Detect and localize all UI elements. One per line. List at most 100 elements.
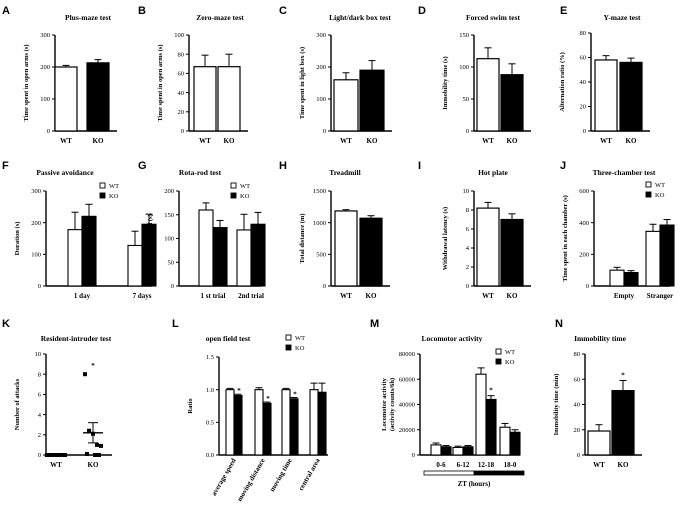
y-tick-label: 0 [181,128,184,135]
y-tick-label: 1.0 [206,387,214,394]
y-tick-label: 8 [38,371,41,378]
bar-wt [225,389,235,456]
legend-swatch-ko [495,358,502,365]
y-axis-label: Latency to fall (s) [147,214,154,263]
data-point [93,453,97,457]
y-tick-label: 200 [40,64,50,71]
y-tick-label: 0.5 [206,420,214,427]
bar-wt [475,373,487,456]
x-category-label: 2nd trial [238,292,264,300]
y-tick-label: 400 [579,220,589,227]
x-category-label: KO [88,461,99,469]
y-tick-label: 0 [47,128,50,135]
x-category-label: 1 day [74,292,91,300]
y-tick-label: 60 [580,55,587,62]
data-point [87,428,91,433]
chart-title: Forced swim test [466,13,521,22]
legend-label: KO [240,193,250,200]
chart-title: Light/dark box test [329,13,391,22]
y-tick-label: 60 [574,376,581,383]
y-axis-label: Locomotor activity(activity counts/6h) [381,377,396,431]
y-tick-label: 1000 [313,220,326,227]
legend-label: WT [655,182,665,189]
bar-wt [430,444,442,456]
significance-mark: * [621,372,625,380]
x-category-label: Stranger [647,292,673,300]
y-tick-label: 100 [459,64,469,71]
x-category-label: KO [366,292,377,300]
legend-swatch-wt [99,182,106,189]
x-category-label: WT [482,137,494,145]
chart-title: Resident-intruder test [41,334,112,343]
y-tick-label: 20 [574,427,581,434]
y-axis-label: Total distance (m) [299,214,306,264]
y-tick-label: 0 [412,452,415,459]
x-category-label: 18-0 [504,461,517,469]
bar-ko [289,398,299,456]
y-tick-label: 60 [178,71,185,78]
y-tick-label: 60000 [399,376,415,383]
light-phase-bar [423,470,475,476]
panel-letter: I [418,160,421,172]
bar-wt [609,269,625,287]
chart-title: Immobility time [574,334,627,343]
bar-ko [462,446,474,456]
y-axis-label: Number of attacks [14,378,21,430]
y-tick-label: 20 [580,104,587,111]
chart-title: Zero-maze test [196,13,244,22]
panel-letter: J [560,160,566,172]
legend-swatch-wt [645,181,652,188]
y-axis-label: Alternation ratio (%) [559,52,566,112]
y-tick-label: 6 [38,392,42,399]
bar-ko [86,62,110,132]
chart-title: Locomotor activity [422,334,483,343]
y-tick-label: 200 [31,220,41,227]
y-tick-label: 0 [577,452,580,459]
bar-wt [198,209,214,287]
panel-letter: D [418,5,426,17]
y-tick-label: 0 [586,283,589,290]
y-tick-label: 8 [466,207,469,214]
panel-n: N Immobility time 0 20 40 60 80 Immobility time… [553,318,642,469]
bar-ko [509,431,521,456]
bar-ko [217,66,241,132]
legend-label: WT [505,349,515,356]
y-tick-label: 100 [164,236,174,243]
panel-b: B Zero-maze test 0 20 40 60 80 100 Time spent in… [138,5,248,145]
y-tick-label: 0 [323,128,326,135]
data-point [95,442,99,447]
y-tick-label: 500 [316,252,326,259]
panel-letter: C [279,5,287,17]
y-tick-label: 0.0 [206,452,214,459]
y-tick-label: 200 [164,188,174,195]
y-tick-label: 80 [574,351,581,358]
panel-letter: L [172,318,179,330]
bar-wt [127,244,143,287]
y-tick-label: 40 [178,90,185,97]
y-axis-label: Withdrawal latency (s) [442,207,449,270]
y-tick-label: 0 [38,283,41,290]
x-category-label: KO [507,137,518,145]
y-axis-label: Time spent in open arms (s) [157,45,164,122]
legend-swatch-ko [99,192,106,199]
y-tick-label: 80 [580,30,587,37]
y-tick-label: 10 [35,351,42,358]
bar-ko [619,61,643,132]
data-point [97,453,101,457]
legend-swatch-ko [645,191,652,198]
chart-title: Hot plate [478,168,508,177]
legend-label: WT [240,183,250,190]
y-tick-label: 100 [31,252,41,259]
panel-d: D Forced swim test 0 50 100 150 Immobility tim… [418,5,531,145]
y-axis-label: Time spent in light box (s) [299,47,306,119]
y-tick-label: 80 [178,51,185,58]
panel-j: J Three-chamber test 0 200 400 600 Time spent … [560,160,675,300]
y-tick-label: 40 [580,79,587,86]
panel-letter: M [370,318,379,330]
bar-wt [281,389,291,456]
significance-mark: * [91,362,95,370]
x-category-label: WT [60,137,72,145]
bar-wt [476,58,500,132]
x-category-label: KO [224,137,235,145]
chart-title: Three-chamber test [593,168,656,177]
